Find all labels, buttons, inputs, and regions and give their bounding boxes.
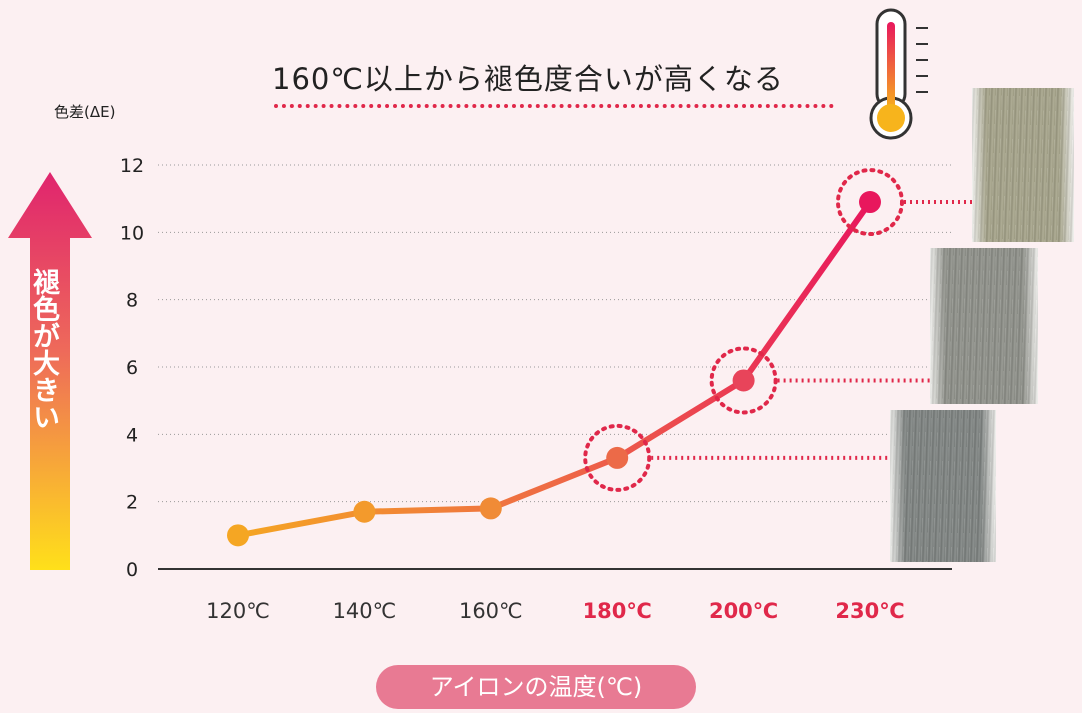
data-point: [227, 524, 249, 547]
title-underline: [274, 104, 834, 108]
series-line-path: [235, 199, 873, 539]
swatch-connectors: [651, 200, 972, 460]
x-tick-label: 180℃: [583, 599, 652, 623]
x-tick-label: 160℃: [459, 599, 523, 623]
arrow-label: 褪色が大きい: [28, 268, 59, 430]
thermometer-icon: [866, 8, 936, 144]
y-tick-labels: 0 2 4 6 8 10 12: [120, 155, 144, 581]
up-arrow-icon: [8, 172, 92, 570]
grid-lines: [158, 164, 952, 570]
highlight-ring: [709, 346, 778, 415]
x-tick-label: 140℃: [333, 599, 397, 623]
data-point: [479, 497, 502, 520]
hair-swatch-230: [972, 88, 1074, 242]
chart-title: 160℃以上から褪色度合いが高くなる: [272, 62, 784, 96]
highlight-ring: [836, 168, 904, 237]
x-tick-labels: 120℃ 140℃ 160℃ 180℃ 200℃ 230℃: [206, 599, 904, 623]
x-tick-label: 200℃: [709, 599, 778, 623]
y-tick-label: 2: [126, 492, 138, 514]
data-point: [353, 500, 376, 523]
arrow-indicator: [8, 172, 92, 570]
data-point: [859, 191, 881, 214]
y-tick-label: 4: [126, 424, 138, 446]
highlight-rings: [583, 168, 904, 492]
x-tick-label: 120℃: [206, 599, 270, 623]
y-tick-label: 12: [120, 155, 144, 177]
y-tick-label: 10: [120, 222, 144, 244]
y-axis-label: 色差(ΔE): [54, 103, 116, 121]
data-point: [732, 369, 755, 392]
highlight-ring: [583, 423, 652, 492]
data-point: [606, 446, 629, 469]
hair-swatch-200: [930, 248, 1038, 404]
y-tick-label: 0: [126, 559, 138, 581]
y-tick-label: 6: [126, 357, 138, 379]
x-axis-title: アイロンの温度(℃): [376, 665, 696, 709]
data-points: [227, 191, 881, 547]
hair-swatch-180: [890, 410, 996, 562]
y-tick-label: 8: [126, 290, 138, 312]
x-tick-label: 230℃: [835, 599, 904, 623]
series-line: [235, 199, 873, 539]
